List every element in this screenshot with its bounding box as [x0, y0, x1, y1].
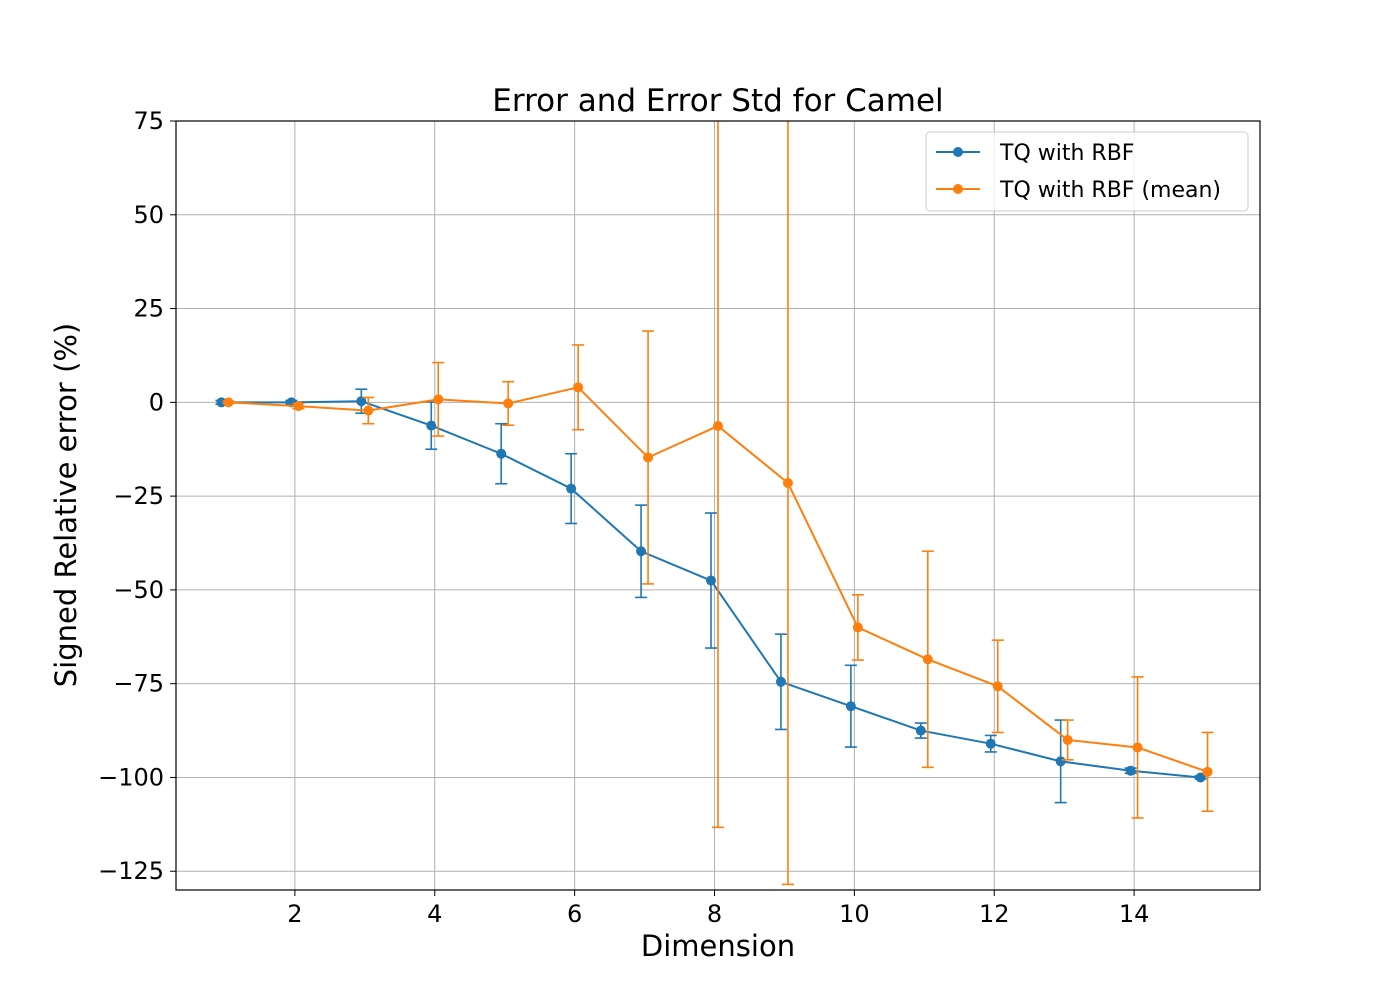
y-tick-label: 25: [133, 295, 164, 323]
data-point: [643, 452, 654, 463]
y-tick-label: −125: [98, 857, 164, 885]
legend-box: [925, 131, 1249, 212]
data-point: [1055, 756, 1066, 767]
data-point: [852, 622, 863, 633]
y-tick-label: −100: [98, 763, 164, 791]
legend-marker-series-2: [953, 184, 963, 194]
data-point: [1132, 742, 1143, 753]
data-point: [293, 401, 304, 412]
data-point: [356, 396, 367, 407]
data-point: [216, 397, 227, 408]
y-axis-title: Signed Relative error (%): [49, 323, 83, 688]
data-point: [845, 701, 856, 712]
series-layer: [215, 121, 1214, 886]
x-tick-label: 14: [1119, 900, 1150, 928]
ticks: 2 4 6 8 10 12 14 75 50 25 0 −25 −50 −75 −100 −125: [98, 107, 1149, 928]
legend-label-series-1: TQ with RBF: [999, 141, 1134, 166]
data-point: [426, 420, 437, 431]
y-tick-label: −75: [113, 670, 164, 698]
y-tick-label: −50: [113, 576, 164, 604]
x-tick-label: 10: [839, 900, 870, 928]
x-tick-label: 2: [287, 900, 302, 928]
x-tick-label: 4: [427, 900, 442, 928]
y-tick-label: 50: [133, 201, 164, 229]
x-tick-label: 12: [979, 900, 1010, 928]
data-point: [433, 394, 444, 405]
y-tick-label: −25: [113, 482, 164, 510]
data-point: [922, 654, 933, 665]
data-point: [985, 738, 996, 749]
data-point: [573, 382, 584, 393]
data-point: [1202, 766, 1213, 777]
data-point: [503, 398, 514, 409]
data-point: [1195, 772, 1206, 783]
plot-frame: [175, 120, 1261, 891]
chart-title: Error and Error Std for Camel: [492, 83, 943, 119]
data-point: [363, 405, 374, 416]
data-point: [566, 483, 577, 494]
legend-marker-series-1: [953, 147, 963, 157]
data-point: [636, 546, 647, 557]
x-tick-label: 6: [567, 900, 582, 928]
data-point: [1125, 765, 1136, 776]
x-tick-label: 8: [707, 900, 722, 928]
data-point: [1062, 734, 1073, 745]
data-point: [223, 397, 234, 408]
data-point: [775, 676, 786, 687]
data-point: [496, 448, 507, 459]
data-point: [713, 420, 723, 431]
data-point: [915, 725, 926, 736]
data-point: [782, 477, 793, 488]
y-tick-label: 75: [133, 107, 164, 135]
legend-label-series-2: TQ with RBF (mean): [999, 178, 1221, 203]
data-point: [706, 575, 717, 586]
data-point: [992, 681, 1003, 692]
legend: TQ with RBF TQ with RBF (mean): [925, 131, 1249, 212]
y-tick-label: 0: [149, 388, 164, 416]
series-2: [222, 121, 1214, 886]
x-axis-title: Dimension: [641, 929, 795, 963]
